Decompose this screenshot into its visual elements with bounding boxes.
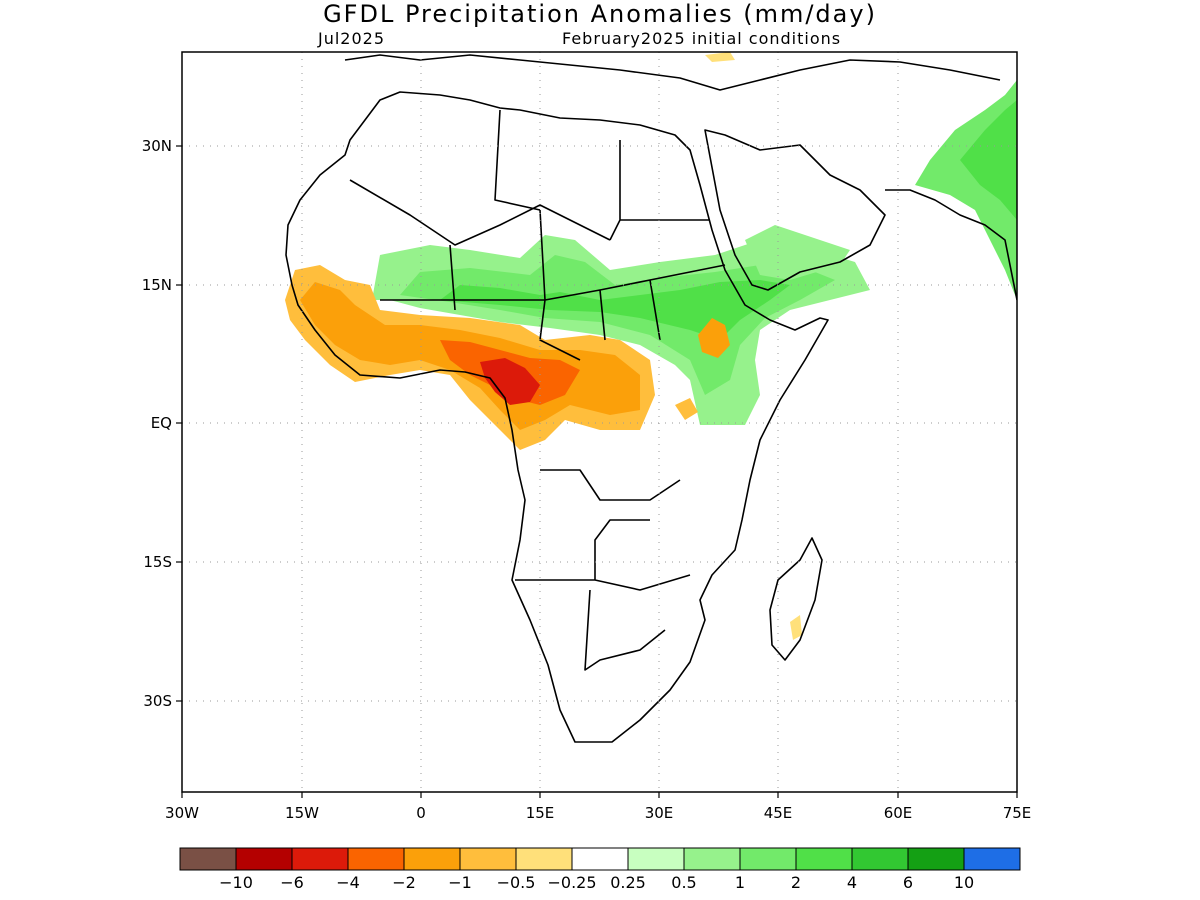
lon-label-45e: 45E	[764, 804, 793, 822]
colorbar-swatch	[459, 847, 517, 871]
ethiopia-dry-anomaly	[698, 318, 730, 358]
colorbar-label: −0.25	[547, 873, 596, 892]
colorbar-labels: −10 −6 −4 −2 −1 −0.5 −0.25 0.25 0.5 1 2 4 6 10	[219, 873, 974, 892]
initial-conditions-label: February2025 initial conditions	[562, 29, 842, 48]
latitude-labels: 30N 15N EQ 15S 30S	[142, 137, 172, 710]
madagascar-coastline	[769, 537, 823, 661]
sahara-borders	[349, 109, 710, 311]
colorbar-swatch	[235, 847, 293, 871]
colorbar-swatch	[403, 847, 461, 871]
lon-label-15e: 15E	[526, 804, 555, 822]
colorbar-label: 10	[954, 873, 974, 892]
sahel-wet-strong	[440, 280, 790, 340]
lon-label-30e: 30E	[645, 804, 674, 822]
colorbar-swatch	[907, 847, 965, 871]
colorbar-label: −0.5	[497, 873, 536, 892]
colorbar-swatch	[963, 847, 1021, 871]
colorbar-label: −10	[219, 873, 253, 892]
colorbar-swatch	[347, 847, 405, 871]
colorbar-swatch	[795, 847, 853, 871]
lat-label-15s: 15S	[143, 553, 172, 571]
colorbar-label: 0.25	[610, 873, 646, 892]
lon-label-15w: 15W	[285, 804, 319, 822]
colorbar-label: −6	[280, 873, 304, 892]
lon-label-75e: 75E	[1003, 804, 1032, 822]
africa-coastline	[285, 91, 829, 743]
arabia-coastline	[704, 129, 886, 291]
lat-label-30n: 30N	[142, 137, 172, 155]
gulf-dry-spot	[705, 52, 735, 62]
asia-coastline	[885, 189, 1017, 301]
axis-ticks	[176, 145, 1018, 798]
colorbar-swatch	[291, 847, 349, 871]
anomaly-fields	[285, 52, 1017, 640]
india-wet-core	[960, 100, 1017, 220]
east-africa-dry-spot	[675, 398, 698, 420]
colorbar	[179, 847, 1021, 871]
lon-label-30w: 30W	[165, 804, 199, 822]
colorbar-label: 4	[847, 873, 857, 892]
cameroon-dry-severe	[480, 358, 540, 405]
colorbar-label: −4	[336, 873, 360, 892]
forecast-month-label: Jul2025	[318, 29, 386, 48]
colorbar-label: 6	[903, 873, 913, 892]
colorbar-swatch	[515, 847, 573, 871]
lat-label-30s: 30S	[143, 692, 172, 710]
sahel-borders	[380, 264, 726, 361]
colorbar-label: 1	[735, 873, 745, 892]
colorbar-label: 2	[791, 873, 801, 892]
colorbar-swatch	[683, 847, 741, 871]
map-title: GFDL Precipitation Anomalies (mm/day)	[323, 0, 877, 28]
lat-label-eq: EQ	[151, 414, 172, 432]
colorbar-swatch	[851, 847, 909, 871]
lon-label-0: 0	[416, 804, 426, 822]
longitude-labels: 30W 15W 0 15E 30E 45E 60E 75E	[165, 804, 1031, 822]
colorbar-swatch	[571, 847, 629, 871]
southern-africa-borders	[515, 469, 691, 671]
colorbar-swatch	[179, 847, 237, 871]
europe-coastline	[344, 54, 1001, 91]
colorbar-label: −2	[392, 873, 416, 892]
colorbar-swatch	[627, 847, 685, 871]
coastlines	[285, 54, 1017, 743]
map-frame	[181, 51, 1018, 793]
lat-label-15n: 15N	[142, 276, 172, 294]
madagascar-dry-spot	[790, 615, 802, 640]
colorbar-label: −1	[448, 873, 472, 892]
lat-lon-grid	[182, 52, 1017, 792]
lon-label-60e: 60E	[884, 804, 913, 822]
colorbar-swatch	[739, 847, 797, 871]
colorbar-label: 0.5	[671, 873, 696, 892]
